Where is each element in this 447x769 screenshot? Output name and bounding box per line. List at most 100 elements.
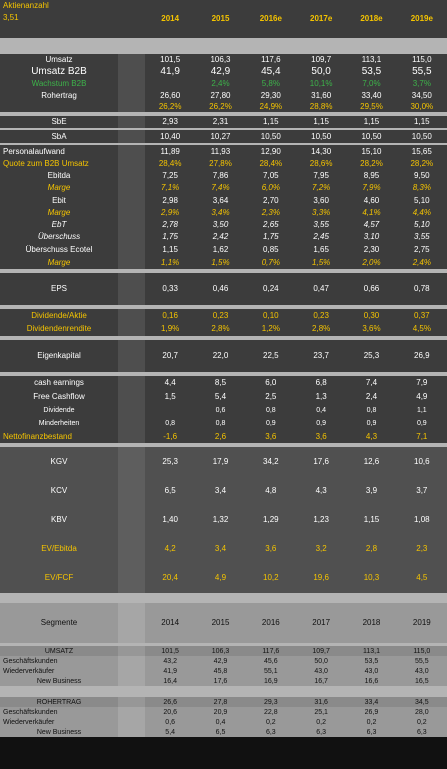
sbe-row-label: SbE — [0, 116, 118, 128]
ev-ebitda-row-value: 2,3 — [396, 534, 447, 563]
cash-earnings-row-value: 6,0 — [245, 376, 296, 390]
umsatz-row-value: 101,5 — [145, 54, 196, 65]
dividendenrendite-row-value: 3,6% — [346, 322, 397, 336]
sbe-row-value: 1,15 — [295, 116, 347, 128]
kbv-row-label: KBV — [0, 505, 118, 534]
ebit-row: Ebit 2,98 3,64 2,70 3,60 4,60 5,10 — [0, 194, 447, 207]
umsatz-row-value: 109,7 — [295, 54, 347, 65]
wachstum-b2b-row: Wachstum B2B 2,4% 5,8% 10,1% 7,0% 3,7% — [0, 79, 447, 89]
spacer-cell — [118, 416, 145, 431]
eps-row-value: 0,46 — [195, 273, 246, 305]
ev-ebitda-row: EV/Ebitda 4,2 3,4 3,6 3,2 2,8 2,3 — [0, 534, 447, 563]
rohertrag-percent-row-value: 28,8% — [295, 102, 347, 112]
spacer-cell — [118, 145, 145, 158]
dividende-row-value: 0,8 — [245, 404, 296, 416]
kgv-row-value: 17,6 — [295, 447, 347, 476]
ebitda-row-value: 8,95 — [346, 170, 397, 182]
minderheiten-row-value: 0,9 — [295, 416, 347, 431]
cash-earnings-row: cash earnings 4,4 8,5 6,0 6,8 7,4 7,9 — [0, 376, 447, 390]
seg-rohertrag-row-value: 29,3 — [245, 697, 296, 707]
kbv-row-value: 1,15 — [346, 505, 397, 534]
ueberschuss-row-value: 2,45 — [295, 231, 347, 243]
personalaufwand-row: Personalaufwand 11,89 11,93 12,90 14,30 15,10… — [0, 145, 447, 158]
seg-rohertrag-row-value: 31,6 — [295, 697, 347, 707]
ev-fcf-row-label: EV/FCF — [0, 563, 118, 593]
ev-ebitda-row-value: 3,4 — [195, 534, 246, 563]
cash-earnings-row-value: 6,8 — [295, 376, 347, 390]
seg-rohertrag-row: ROHERTRAG 26,6 27,8 29,3 31,6 33,4 34,5 — [0, 697, 447, 707]
nettofinanzbestand-row-label: Nettofinanzbestand — [0, 431, 118, 443]
personalaufwand-row-value: 11,93 — [195, 145, 246, 158]
kgv-row-value: 17,9 — [195, 447, 246, 476]
quote-b2b-row: Quote zum B2B Umsatz 28,4% 27,8% 28,4% 28,6%… — [0, 158, 447, 170]
nettofinanzbestand-row-value: 2,6 — [195, 431, 246, 443]
segmente-row-value: 2016 — [245, 603, 296, 643]
segmente-row-value: 2019 — [396, 603, 447, 643]
seg-rohertrag-geschaeftskunden-row-value: 28,0 — [396, 707, 447, 717]
spacer-cell — [118, 207, 145, 219]
ev-fcf-row-value: 10,3 — [346, 563, 397, 593]
eps-row: EPS 0,33 0,46 0,24 0,47 0,66 0,78 — [0, 273, 447, 305]
separator — [0, 143, 447, 145]
ebitda-row-value: 7,86 — [195, 170, 246, 182]
wachstum-b2b-row-label: Wachstum B2B — [0, 79, 118, 89]
separator-row — [0, 593, 447, 603]
ebt-row-value: 4,57 — [346, 219, 397, 231]
quote-b2b-row-value: 27,8% — [195, 158, 246, 170]
spacer-cell — [118, 447, 145, 476]
sbe-row-value: 1,15 — [245, 116, 296, 128]
ebit-marge-row-value: 2,9% — [145, 207, 196, 219]
dividende-aktie-row-label: Dividende/Aktie — [0, 309, 118, 322]
ebt-row-value: 5,10 — [396, 219, 447, 231]
spacer-cell — [118, 666, 145, 676]
ebit-marge-row-label: Marge — [0, 207, 118, 219]
seg-rohertrag-new-business-row-value: 6,3 — [346, 727, 397, 737]
dividende-aktie-row-value: 0,30 — [346, 309, 397, 322]
ebitda-marge-row-value: 6,0% — [245, 182, 296, 194]
year-header: 2016e — [245, 0, 296, 38]
seg-umsatz-wiederverkaeufer-row-value: 55,1 — [245, 666, 296, 676]
sba-row-value: 10,50 — [396, 130, 447, 143]
spacer-cell — [118, 646, 145, 656]
quote-b2b-row-value: 28,2% — [346, 158, 397, 170]
rohertrag-percent-row: 26,2% 26,2% 24,9% 28,8% 29,5% 30,0% — [0, 102, 447, 112]
spacer-cell — [118, 257, 145, 269]
seg-rohertrag-geschaeftskunden-row-value: 25,1 — [295, 707, 347, 717]
ebitda-row-value: 7,05 — [245, 170, 296, 182]
kcv-row-value: 4,3 — [295, 476, 347, 505]
seg-umsatz-wiederverkaeufer-row-value: 45,8 — [195, 666, 246, 676]
cash-earnings-row-value: 7,9 — [396, 376, 447, 390]
sba-row-value: 10,50 — [346, 130, 397, 143]
kbv-row-value: 1,32 — [195, 505, 246, 534]
separator — [0, 336, 447, 340]
seg-rohertrag-geschaeftskunden-row-value: 20,9 — [195, 707, 246, 717]
separator — [0, 128, 447, 130]
sba-row-value: 10,40 — [145, 130, 196, 143]
cash-earnings-row-value: 7,4 — [346, 376, 397, 390]
ev-ebitda-row-label: EV/Ebitda — [0, 534, 118, 563]
rohertrag-percent-row-value: 29,5% — [346, 102, 397, 112]
ebitda-marge-row-value: 7,4% — [195, 182, 246, 194]
wachstum-b2b-row-value: 5,8% — [245, 79, 296, 89]
seg-rohertrag-wiederverkaeufer-row-value: 0,2 — [295, 717, 347, 727]
spacer-cell — [118, 534, 145, 563]
spacer-cell — [118, 89, 145, 102]
seg-umsatz-row-value: 117,6 — [245, 646, 296, 656]
spacer-cell — [118, 563, 145, 593]
spacer-cell — [118, 65, 145, 79]
segmente-row-value: 2017 — [295, 603, 347, 643]
spacer-cell — [118, 476, 145, 505]
spacer-cell — [118, 727, 145, 737]
seg-rohertrag-new-business-row-value: 6,3 — [295, 727, 347, 737]
ev-fcf-row-value: 20,4 — [145, 563, 196, 593]
spacer-cell — [118, 717, 145, 727]
eigenkapital-row-value: 23,7 — [295, 340, 347, 372]
nettofinanzbestand-row-value: -1,6 — [145, 431, 196, 443]
rohertrag-percent-row-value: 26,2% — [145, 102, 196, 112]
ueberschuss-ecotel-row-value: 1,62 — [195, 243, 246, 257]
ev-fcf-row-value: 4,9 — [195, 563, 246, 593]
kcv-row-value: 4,8 — [245, 476, 296, 505]
seg-umsatz-row-label: UMSATZ — [0, 646, 118, 656]
quote-b2b-row-value: 28,4% — [145, 158, 196, 170]
spacer-cell — [118, 322, 145, 336]
